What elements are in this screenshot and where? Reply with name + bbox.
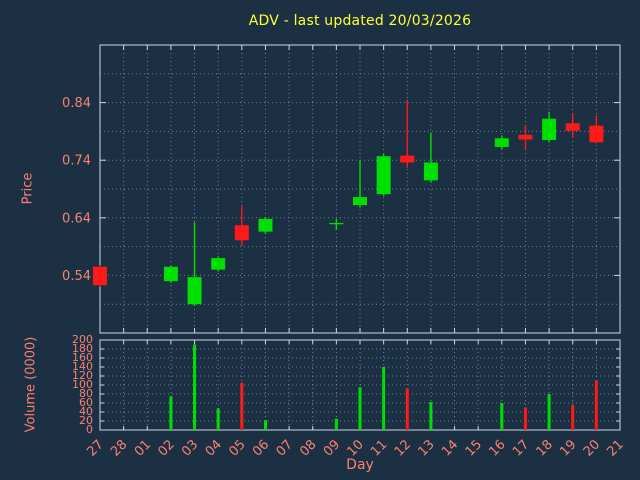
volume-tick-label: 140 [72, 360, 93, 373]
volume-bar [169, 396, 173, 430]
candle-body [565, 123, 580, 131]
volume-bar [571, 405, 575, 430]
x-tick-label: 01 [132, 437, 154, 459]
volume-bar [500, 403, 504, 430]
x-tick-label: 10 [345, 437, 367, 459]
price-tick-label: 0.54 [62, 269, 91, 284]
x-tick-label: 02 [155, 437, 177, 459]
volume-tick-label: 200 [72, 333, 93, 346]
x-tick-label: 12 [392, 437, 414, 459]
volume-tick-label: 100 [72, 378, 93, 391]
candle-body [187, 277, 202, 305]
x-tick-label: 14 [439, 437, 461, 459]
candle-body [234, 225, 249, 241]
volume-bar [263, 420, 267, 430]
candle-body [353, 197, 367, 206]
volume-bar [334, 418, 338, 430]
volume-bar [547, 394, 551, 430]
volume-tick-label: 120 [72, 369, 93, 382]
candle-body [93, 266, 107, 286]
x-tick-label: 21 [605, 437, 627, 459]
volume-tick-label: 20 [79, 414, 93, 427]
x-tick-label: 16 [486, 437, 508, 459]
volume-tick-label: 40 [79, 405, 93, 418]
chart-title: ADV - last updated 20/03/2026 [248, 13, 472, 29]
price-tick-label: 0.84 [62, 96, 91, 111]
x-tick-label: 08 [297, 437, 319, 459]
candle-body [376, 156, 391, 195]
x-tick-label: 04 [203, 437, 225, 459]
candle-body [494, 138, 509, 147]
volume-bar [216, 408, 220, 430]
candle-body [423, 162, 438, 181]
x-tick-label: 27 [85, 437, 107, 459]
volume-tick-label: 80 [79, 387, 93, 400]
x-axis-label: Day [346, 457, 374, 473]
x-tick-label: 18 [534, 437, 556, 459]
price-tick-label: 0.64 [62, 211, 91, 226]
candle-body [211, 258, 226, 270]
x-tick-label: 11 [368, 437, 390, 459]
x-tick-label: 03 [179, 437, 201, 459]
candle-body [518, 134, 533, 140]
x-tick-label: 05 [226, 437, 248, 459]
volume-bar [240, 382, 244, 430]
volume-bar [405, 388, 409, 430]
x-tick-label: 13 [415, 437, 437, 459]
x-tick-label: 20 [581, 437, 603, 459]
candle-body [400, 155, 415, 163]
x-tick-label: 15 [463, 437, 485, 459]
candle-body [329, 222, 344, 225]
volume-bar [429, 402, 433, 430]
candle-body [163, 266, 178, 282]
x-tick-label: 09 [321, 437, 343, 459]
x-tick-label: 17 [510, 437, 532, 459]
volume-tick-label: 0 [86, 423, 93, 436]
volume-tick-label: 180 [72, 342, 93, 355]
volume-bar [523, 407, 527, 430]
volume-bar [382, 367, 386, 430]
candle-body [542, 118, 557, 141]
volume-bar [358, 387, 362, 430]
candle-body [258, 218, 273, 232]
x-tick-label: 07 [274, 437, 296, 459]
candle-body [589, 125, 604, 143]
volume-bar [594, 380, 598, 430]
x-tick-label: 19 [557, 437, 579, 459]
volume-bar [193, 344, 197, 430]
x-tick-label: 28 [108, 437, 130, 459]
price-tick-label: 0.74 [62, 154, 91, 169]
volume-tick-label: 160 [72, 351, 93, 364]
x-tick-label: 06 [250, 437, 272, 459]
volume-tick-label: 60 [79, 396, 93, 409]
